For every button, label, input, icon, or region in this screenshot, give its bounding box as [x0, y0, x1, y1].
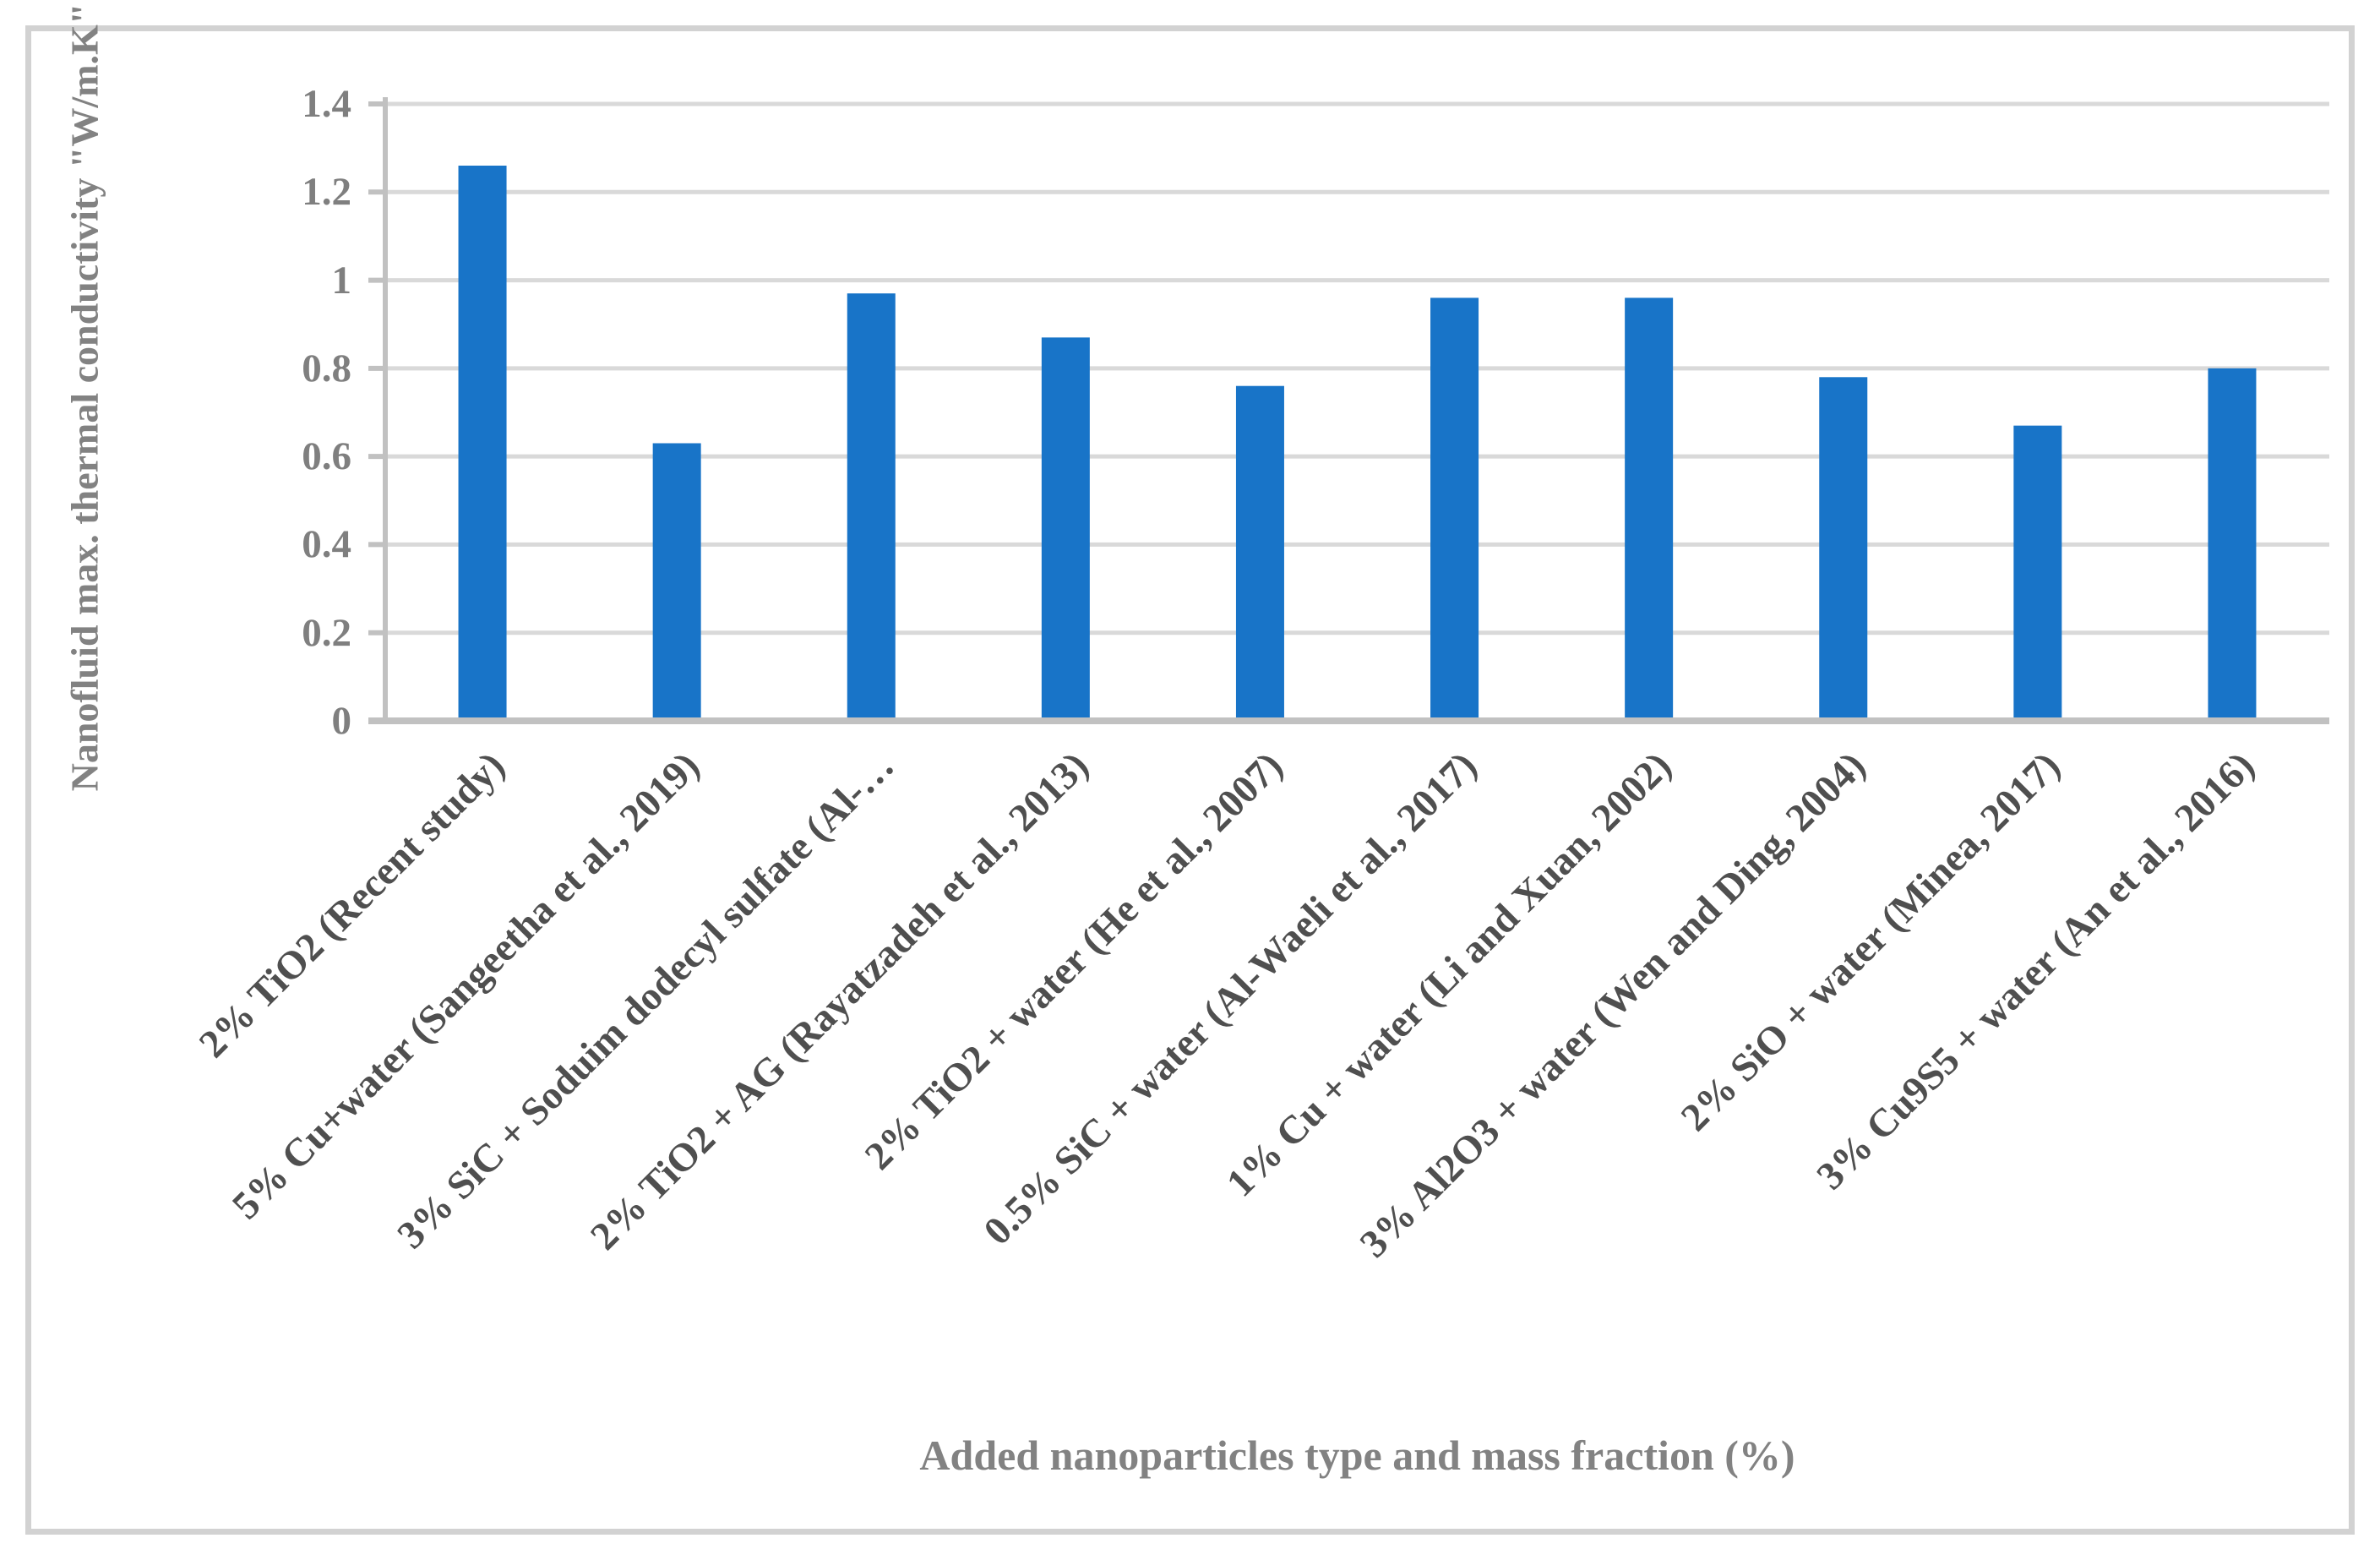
bar-8: [1819, 377, 1868, 721]
y-tick-label: 1.2: [302, 170, 351, 215]
bar-10: [2208, 368, 2257, 721]
bar-3: [847, 293, 896, 721]
y-tick-label: 1.4: [302, 82, 351, 126]
y-tick-label: 0.6: [302, 434, 351, 479]
bar-4: [1041, 337, 1090, 721]
y-axis-title: Nanofluid max. thermal conductivity "W/m…: [63, 3, 106, 792]
bar-5: [1235, 385, 1284, 721]
bar-1: [458, 166, 507, 721]
y-tick-label: 0.4: [302, 522, 351, 567]
bar-6: [1430, 297, 1479, 721]
y-tick-label: 0: [331, 699, 352, 743]
y-tick-label: 0.2: [302, 610, 351, 655]
bar-7: [1625, 297, 1674, 721]
y-tick-label: 0.8: [302, 346, 351, 390]
y-tick-label: 1: [331, 258, 352, 303]
chart-frame-border: [25, 25, 2355, 1535]
x-axis-title: Added nanoparticles type and mass fracti…: [919, 1432, 1795, 1479]
bar-9: [2013, 425, 2062, 721]
bar-2: [652, 443, 701, 721]
